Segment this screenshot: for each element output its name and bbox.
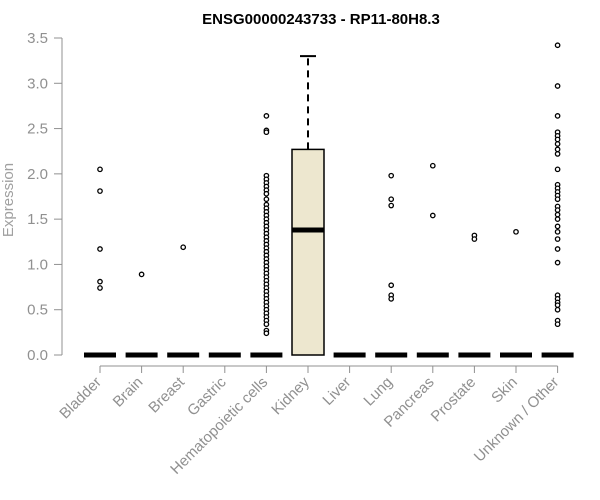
y-tick-label: 0.0 bbox=[27, 347, 48, 364]
box-group bbox=[291, 55, 325, 356]
outlier-point bbox=[388, 172, 395, 179]
x-tick-label: Brain bbox=[110, 374, 147, 411]
outlier-point bbox=[263, 113, 270, 119]
box-group bbox=[167, 244, 200, 358]
outlier-point bbox=[97, 246, 103, 252]
x-tick-label: Breast bbox=[145, 373, 188, 416]
outlier-point bbox=[554, 236, 561, 242]
x-tick-label: Bladder bbox=[56, 374, 105, 423]
outlier-point bbox=[388, 282, 395, 289]
box bbox=[291, 148, 325, 356]
outlier-point bbox=[263, 129, 270, 136]
outlier-point bbox=[554, 321, 561, 328]
y-tick-label: 3.5 bbox=[27, 30, 48, 47]
y-tick-label: 1.0 bbox=[27, 256, 48, 273]
box-group bbox=[125, 271, 158, 358]
outlier-point bbox=[180, 244, 187, 251]
outlier-point bbox=[97, 285, 103, 291]
outlier-point bbox=[554, 207, 561, 213]
outlier-point bbox=[554, 228, 561, 235]
y-tick-label: 0.5 bbox=[27, 302, 48, 319]
outlier-point bbox=[554, 146, 561, 153]
outlier-point bbox=[554, 136, 561, 143]
x-tick-label: Liver bbox=[319, 374, 354, 409]
outlier-point bbox=[263, 190, 270, 197]
x-tick-label: Lung bbox=[360, 374, 396, 410]
y-tick-label: 2.0 bbox=[27, 166, 48, 183]
y-axis: 0.0 0.5 1.0 1.5 2.0 2.5 3.0 3.5 bbox=[27, 30, 63, 364]
outlier-point bbox=[554, 113, 561, 119]
outlier-point bbox=[554, 196, 561, 203]
outlier-point bbox=[429, 162, 436, 169]
box-group bbox=[416, 162, 449, 358]
outlier-point bbox=[554, 83, 561, 89]
outlier-point bbox=[97, 278, 103, 285]
outlier-point bbox=[138, 271, 145, 278]
outlier-point bbox=[429, 212, 436, 219]
outlier-point bbox=[554, 42, 561, 49]
outlier-point bbox=[554, 211, 561, 218]
outlier-point bbox=[263, 196, 270, 203]
box-group bbox=[541, 42, 574, 358]
box-group bbox=[250, 113, 283, 358]
outlier-point bbox=[554, 151, 561, 157]
outlier-point bbox=[513, 228, 519, 235]
box-group bbox=[84, 166, 116, 358]
outlier-point bbox=[554, 302, 561, 309]
outlier-point bbox=[97, 166, 103, 173]
outlier-point bbox=[554, 223, 561, 230]
box-group bbox=[500, 228, 532, 358]
x-tick-label: Kidney bbox=[268, 373, 313, 418]
outlier-point bbox=[554, 166, 561, 173]
outlier-point bbox=[263, 321, 270, 328]
boxes bbox=[84, 42, 574, 358]
y-tick-label: 1.5 bbox=[27, 211, 48, 228]
outlier-point bbox=[388, 295, 395, 302]
outlier-point bbox=[263, 330, 270, 337]
outlier-point bbox=[554, 216, 561, 222]
chart-title: ENSG00000243733 - RP11-80H8.3 bbox=[202, 11, 440, 28]
box-group bbox=[375, 172, 408, 358]
x-tick-label: Prostate bbox=[428, 374, 480, 426]
y-tick-label: 3.0 bbox=[27, 75, 48, 92]
outlier-point bbox=[388, 196, 395, 203]
x-tick-label: Skin bbox=[488, 374, 521, 407]
outlier-point bbox=[554, 259, 561, 266]
y-axis-label: Expression bbox=[0, 163, 17, 237]
outlier-point bbox=[554, 306, 561, 313]
outlier-point bbox=[388, 202, 395, 209]
y-tick-label: 2.5 bbox=[27, 121, 48, 138]
outlier-point bbox=[554, 246, 561, 252]
outlier-point bbox=[554, 141, 561, 147]
box-group bbox=[458, 232, 491, 358]
outlier-point bbox=[97, 188, 103, 194]
outlier-point bbox=[471, 236, 478, 242]
